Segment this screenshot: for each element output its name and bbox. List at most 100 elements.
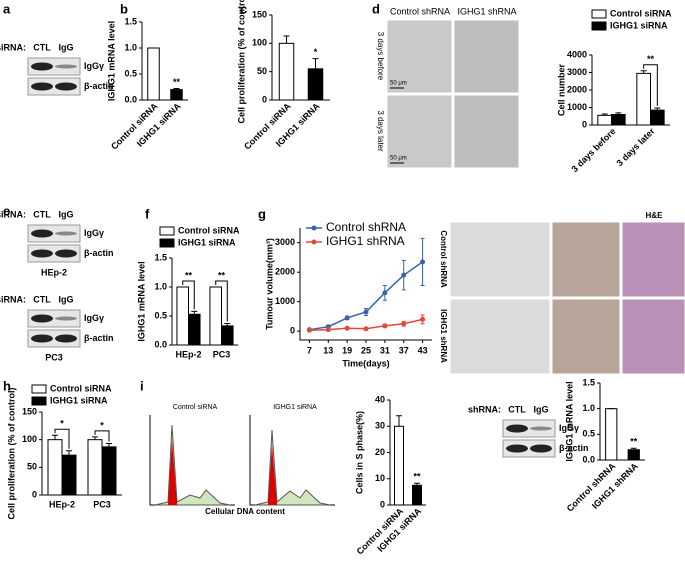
y-tick-label: 1000 [275, 296, 295, 306]
bar [170, 89, 183, 101]
y-tick-label: 50 [27, 462, 37, 472]
band-label: IgGγ [559, 423, 579, 433]
panel-label: b [120, 1, 128, 16]
x-tick-label: 25 [361, 345, 371, 355]
x-tick-label: HEp-2 [49, 499, 75, 509]
y-axis-label: IGHG1 mRNA level [564, 381, 574, 461]
y-axis-label: Cell number [556, 64, 566, 117]
point [401, 321, 407, 327]
legend-swatch [31, 384, 47, 394]
y-tick-label: 0.5 [582, 429, 595, 439]
point [363, 326, 369, 332]
panel-label: i [140, 378, 144, 393]
bar [61, 454, 77, 496]
panel-label: c [240, 1, 247, 16]
panel-label: e [3, 203, 10, 218]
point [325, 327, 331, 333]
band [31, 334, 53, 343]
bar [278, 42, 295, 101]
y-axis-label: Cells in S phase(%) [354, 411, 364, 494]
y-tick-label: 0.0 [582, 454, 595, 464]
y-tick-label: 0.5 [124, 68, 137, 78]
x-tick-label: 13 [323, 345, 333, 355]
bar [47, 439, 63, 496]
error-bar [615, 112, 622, 115]
band-label: β-actin [84, 333, 114, 343]
x-axis-label: Cellular DNA content [205, 507, 285, 516]
y-tick-label: 40 [375, 394, 385, 404]
y-tick-label: 2000 [567, 84, 587, 94]
y-tick-label: 3000 [275, 237, 295, 247]
blot-prefix: siRNA: [0, 42, 26, 52]
bar [650, 109, 665, 126]
photo [453, 19, 520, 94]
lane-label: IgG [59, 42, 74, 52]
significance: ** [173, 77, 181, 87]
legend-swatch [31, 396, 47, 406]
significance-bracket [215, 280, 228, 322]
histogram-curve [154, 424, 231, 506]
y-tick-label: 3000 [567, 67, 587, 77]
y-tick-label: 0 [262, 94, 267, 104]
row-label: 3 days later [376, 110, 385, 152]
scale-label: 50 μm [390, 156, 407, 162]
y-tick-label: 1.0 [124, 42, 137, 52]
lane-label: CTL [33, 42, 51, 52]
blot-strip [502, 439, 556, 458]
y-tick-label: 0 [582, 119, 587, 129]
legend-label: Control shRNA [326, 220, 406, 234]
legend-label: IGHG1 siRNA [50, 395, 108, 405]
significance: ** [647, 54, 655, 64]
photo [621, 221, 685, 298]
histogram-title: IGHG1 siRNA [273, 404, 317, 411]
bar [597, 114, 612, 126]
row-label: 3 days before [376, 32, 385, 81]
y-axis-label: Cell proliferation (% of control) [236, 0, 246, 124]
lane-label: IgG [534, 404, 549, 414]
significance: ** [218, 270, 226, 280]
error-bar [191, 310, 198, 315]
y-axis-label: IGHG1 mRNA level [136, 261, 146, 341]
point [344, 325, 350, 331]
significance-bracket [643, 64, 658, 107]
error-bar [396, 415, 402, 427]
bar [412, 484, 422, 506]
x-tick-label: 3 days later [614, 126, 656, 168]
point [382, 323, 388, 329]
photo [449, 298, 551, 375]
bar [307, 68, 324, 101]
photo [551, 221, 621, 298]
photo [453, 94, 520, 169]
y-axis-label: IGHG1 mRNA level [106, 21, 116, 101]
panel-label: g [258, 206, 266, 221]
y-tick-label: 0 [290, 326, 295, 336]
error-bar [630, 447, 637, 450]
bar [101, 446, 117, 496]
legend-label: Control siRNA [610, 8, 672, 18]
y-tick-label: 1.5 [582, 377, 595, 387]
bar [87, 439, 103, 496]
x-tick-label: 31 [380, 345, 390, 355]
band [31, 229, 53, 238]
y-tick-label: 0.0 [124, 94, 137, 104]
blot-strip [27, 224, 81, 243]
x-tick-label: PC3 [93, 499, 111, 509]
band-label: β-actin [84, 81, 114, 91]
point [420, 259, 426, 265]
x-tick-label: 19 [342, 345, 352, 355]
y-tick-label: 150 [252, 9, 267, 19]
bar [394, 425, 404, 506]
error-bar [601, 113, 608, 116]
error-bar [654, 107, 661, 111]
point [382, 290, 388, 296]
x-tick-label: 3 days before [569, 126, 617, 174]
significance: ** [185, 270, 193, 280]
point [306, 327, 312, 333]
bar [611, 114, 626, 126]
photo [386, 19, 453, 94]
band-label: β-actin [559, 443, 589, 453]
g1-peak [268, 445, 277, 505]
significance-bracket [182, 280, 195, 310]
blot-strip [27, 77, 81, 96]
